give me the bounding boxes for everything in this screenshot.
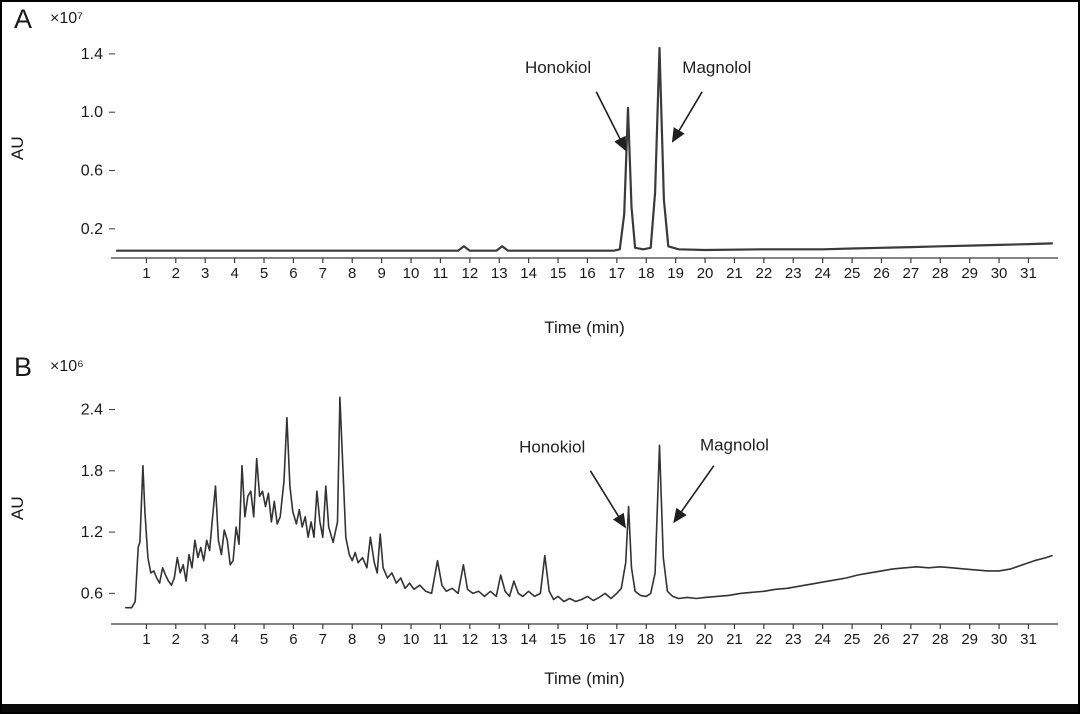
x-tick-label: 3 [201, 631, 209, 648]
x-tick-label: 26 [873, 631, 890, 648]
x-tick-label: 22 [756, 631, 773, 648]
x-tick-label: 11 [433, 631, 449, 648]
x-tick-label: 19 [667, 265, 684, 282]
x-tick-label: 24 [814, 631, 831, 648]
x-tick-label: 3 [201, 265, 209, 282]
peak-annotation-label: Magnolol [682, 58, 751, 77]
x-tick-label: 19 [667, 631, 684, 648]
peak-annotation-arrow [595, 91, 627, 152]
x-tick-label: 17 [608, 265, 625, 282]
x-axis-label-b: Time (min) [544, 669, 625, 688]
y-tick-label: 0.6 [81, 585, 103, 602]
x-tick-label: 15 [550, 265, 567, 282]
x-tick-label: 2 [172, 265, 180, 282]
x-tick-label: 14 [520, 265, 537, 282]
x-tick-label: 9 [377, 265, 385, 282]
x-tick-label: 7 [319, 631, 327, 648]
y-tick-label: 0.2 [81, 221, 103, 238]
x-tick-label: 27 [903, 265, 920, 282]
y-tick-label: 1.8 [81, 463, 103, 480]
x-tick-label: 30 [991, 631, 1008, 648]
x-tick-label: 15 [550, 631, 567, 648]
y-axis-multiplier-b: ×10⁶ [50, 358, 84, 375]
y-tick-label: 0.6 [81, 163, 103, 180]
peak-annotation-arrow [589, 470, 626, 529]
x-tick-label: 18 [638, 265, 655, 282]
x-tick-label: 8 [348, 631, 356, 648]
chromatogram-panel-a: 1 2 3 4 5 6 7 8 9 10 11 12 13 14 15 16 17 18 19 20 21 22 23 24 2… [2, 2, 1078, 350]
peak-annotation-label: Honokiol [525, 58, 591, 77]
peak-annotation-label: Honokiol [519, 437, 585, 456]
x-tick-label: 18 [638, 631, 655, 648]
x-tick-label: 12 [461, 265, 478, 282]
x-tick-label: 27 [903, 631, 920, 648]
peak-annotation-arrow [673, 465, 715, 524]
bottom-rule [2, 704, 1078, 712]
x-tick-label: 31 [1020, 265, 1037, 282]
x-axis-label-a: Time (min) [544, 318, 625, 337]
x-tick-label: 20 [697, 265, 714, 282]
chromatogram-trace [125, 396, 1053, 609]
x-tick-label: 2 [172, 631, 180, 648]
x-tick-label: 1 [142, 631, 150, 648]
x-tick-label: 25 [844, 631, 861, 648]
x-tick-label: 13 [491, 631, 508, 648]
x-tick-label: 17 [608, 631, 625, 648]
y-tick-label: 1.0 [81, 104, 103, 121]
x-tick-label: 22 [756, 265, 773, 282]
x-tick-label: 5 [260, 265, 268, 282]
x-tick-label: 13 [491, 265, 508, 282]
x-tick-label: 21 [726, 631, 743, 648]
x-tick-label: 8 [348, 265, 356, 282]
x-tick-label: 9 [377, 631, 385, 648]
x-tick-label: 10 [403, 631, 420, 648]
chromatogram-trace [115, 46, 1054, 252]
x-tick-label: 26 [873, 265, 890, 282]
chromatogram-plot-b: 1 2 3 4 5 6 7 8 9 10 11 12 13 14 15 16 17 18 19 20 21 22 23 24 2… [81, 396, 1058, 648]
y-axis-multiplier-a: ×10⁷ [50, 10, 83, 27]
y-tick-label: 1.4 [81, 46, 103, 63]
x-tick-label: 29 [961, 631, 978, 648]
x-tick-label: 28 [932, 265, 949, 282]
x-tick-label: 21 [726, 265, 743, 282]
x-tick-label: 12 [461, 631, 478, 648]
x-tick-label: 6 [289, 631, 297, 648]
x-tick-label: 30 [991, 265, 1008, 282]
x-tick-label: 11 [433, 265, 449, 282]
x-tick-label: 7 [319, 265, 327, 282]
x-tick-label: 4 [230, 631, 238, 648]
x-tick-label: 6 [289, 265, 297, 282]
x-tick-label: 20 [697, 631, 714, 648]
chromatogram-plot-a: 1 2 3 4 5 6 7 8 9 10 11 12 13 14 15 16 17 18 19 20 21 22 23 24 2… [81, 46, 1058, 282]
x-tick-label: 29 [961, 265, 978, 282]
x-tick-label: 23 [785, 631, 802, 648]
peak-annotation-arrow [671, 91, 703, 143]
peak-annotation-label: Magnolol [700, 435, 769, 454]
x-tick-label: 24 [814, 265, 831, 282]
x-tick-label: 25 [844, 265, 861, 282]
x-tick-label: 16 [579, 631, 596, 648]
x-tick-label: 1 [142, 265, 150, 282]
x-tick-label: 14 [520, 631, 537, 648]
panel-letter-a: A [14, 4, 33, 34]
y-axis-label-a: AU [8, 136, 27, 160]
x-tick-label: 28 [932, 631, 949, 648]
x-tick-label: 5 [260, 631, 268, 648]
x-tick-label: 16 [579, 265, 596, 282]
x-tick-label: 10 [403, 265, 420, 282]
x-tick-label: 31 [1020, 631, 1037, 648]
x-tick-label: 23 [785, 265, 802, 282]
y-tick-label: 2.4 [81, 402, 103, 419]
panel-letter-b: B [14, 352, 33, 382]
y-axis-label-b: AU [8, 496, 27, 520]
chromatogram-panel-b: 1 2 3 4 5 6 7 8 9 10 11 12 13 14 15 16 17 18 19 20 21 22 23 24 2… [2, 350, 1078, 703]
y-tick-label: 1.2 [81, 524, 103, 541]
x-tick-label: 4 [230, 265, 238, 282]
